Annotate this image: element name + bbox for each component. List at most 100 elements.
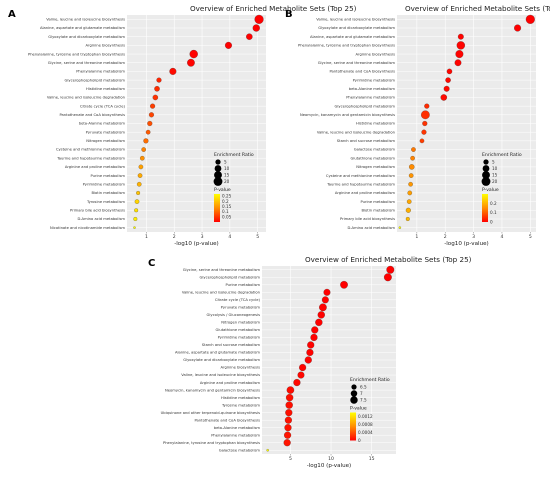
x-tick-label: 5: [256, 234, 259, 240]
data-point: [284, 416, 292, 424]
size-legend-value: 5: [492, 160, 495, 165]
x-tick-label: 10: [328, 456, 334, 462]
x-axis-label: -log10 (p-value): [174, 241, 219, 247]
data-point: [340, 280, 348, 289]
y-tick-label: Phenylalanine metabolism: [76, 70, 125, 74]
data-point: [143, 138, 149, 144]
x-axis-label: -log10 (p-value): [444, 241, 489, 247]
data-point: [136, 181, 142, 187]
y-tick-label: beta-Alanine metabolism: [214, 426, 261, 430]
y-tick-label: beta-Alanine metabolism: [79, 122, 126, 126]
size-legend-dot: [351, 384, 357, 390]
color-legend-tick: 0.1: [490, 210, 497, 215]
y-tick-label: Histidine metabolism: [356, 122, 395, 126]
y-tick-label: Valine, leucine and isoleucine biosynthe…: [181, 373, 260, 377]
color-legend-tick: 0.2: [222, 199, 229, 204]
y-tick-label: Glutathione metabolism: [351, 156, 396, 160]
y-tick-label: Pantothenate and CoA biosynthesis: [59, 113, 125, 117]
y-tick-label: Valine, leucine and isoleucine biosynthe…: [316, 18, 395, 22]
y-tick-label: Glycolysis / Gluconeogenesis: [207, 313, 261, 317]
data-point: [323, 288, 331, 296]
data-point: [383, 273, 392, 282]
data-point: [411, 147, 416, 152]
y-tick-label: Citrate cycle (TCA cycle): [215, 298, 261, 302]
color-legend-tick: 0.15: [222, 204, 232, 209]
data-point: [154, 86, 160, 92]
data-point: [443, 85, 450, 92]
size-legend-dot: [483, 159, 489, 165]
size-legend-value: 20: [492, 179, 498, 184]
y-tick-label: Arginine biosynthesis: [356, 52, 396, 56]
x-axis-label: -log10 (p-value): [307, 463, 352, 469]
data-point: [311, 326, 319, 334]
data-point: [266, 449, 269, 452]
y-tick-label: Glycine, serine and threonine metabolism: [48, 61, 126, 65]
y-tick-label: Galactose metabolism: [354, 148, 396, 152]
y-tick-label: Primary bile acid biosynthesis: [70, 209, 125, 213]
y-tick-label: Nitrogen metabolism: [356, 165, 395, 169]
data-point: [406, 199, 412, 204]
size-legend-value: 15: [492, 173, 498, 178]
data-point: [156, 77, 162, 83]
y-tick-label: Phenylalanine metabolism: [211, 433, 260, 437]
size-legend-value: 10: [224, 166, 230, 171]
data-point: [410, 155, 415, 161]
y-tick-label: Citrate cycle (TCA cycle): [80, 104, 126, 108]
data-point: [319, 303, 327, 312]
data-point: [445, 77, 451, 83]
x-tick-label: 4: [228, 234, 231, 240]
y-tick-label: Arginine biosynthesis: [221, 366, 261, 370]
data-point: [285, 401, 293, 409]
size-legend-value: 10: [492, 166, 498, 171]
y-tick-label: Valine, leucine and isoleucine degradati…: [317, 130, 396, 134]
y-tick-label: beta-Alanine metabolism: [349, 87, 396, 91]
y-tick-label: Pyrimidine metabolism: [353, 78, 396, 82]
y-tick-label: Tyrosine metabolism: [86, 200, 125, 204]
data-point: [138, 164, 144, 170]
data-point: [134, 199, 140, 204]
y-tick-label: Valine, leucine and isoleucine biosynthe…: [46, 18, 125, 22]
y-tick-label: Taurine and hypotaurine metabolism: [326, 182, 395, 186]
data-point: [137, 173, 143, 178]
x-tick-label: 3: [201, 234, 204, 240]
y-tick-label: Glycerophospholipid metabolism: [200, 275, 261, 279]
data-point: [284, 431, 292, 439]
x-tick-label: 1: [415, 234, 418, 240]
y-tick-label: Arginine biosynthesis: [86, 44, 126, 48]
color-legend-tick: 0: [490, 220, 493, 225]
data-point: [134, 208, 139, 213]
color-bar: [350, 412, 356, 441]
size-legend-value: 15: [224, 173, 230, 178]
y-tick-label: Glycine, serine and threonine metabolism: [318, 61, 396, 65]
y-tick-label: Purine metabolism: [360, 200, 395, 204]
y-tick-label: Purine metabolism: [90, 174, 125, 178]
x-tick-label: 3: [472, 234, 475, 240]
y-tick-label: Nitrogen metabolism: [86, 139, 125, 143]
data-point: [456, 41, 465, 50]
data-point: [246, 33, 253, 40]
y-tick-label: Nitrogen metabolism: [221, 321, 260, 325]
y-tick-label: Glyoxylate and dicarboxylate metabolism: [318, 26, 395, 30]
data-point: [306, 348, 314, 357]
y-tick-label: Phenylalanine, tyrosine and tryptophan b…: [28, 52, 125, 56]
data-point: [321, 296, 329, 304]
data-point: [297, 371, 305, 379]
data-point: [455, 50, 464, 59]
data-point: [285, 393, 294, 402]
data-point: [408, 181, 413, 187]
data-point: [136, 190, 141, 195]
data-point: [422, 120, 428, 127]
x-tick-label: 2: [444, 234, 447, 240]
y-tick-label: Cysteine and methionine metabolism: [326, 174, 396, 178]
y-tick-label: Glyoxylate and dicarboxylate metabolism: [183, 358, 260, 362]
y-tick-label: Starch and sucrose metabolism: [337, 139, 396, 143]
data-point: [152, 94, 159, 101]
data-point: [187, 58, 195, 67]
size-legend-dot: [482, 165, 490, 172]
y-tick-label: Arginine and proline metabolism: [65, 165, 126, 169]
data-point: [148, 112, 155, 118]
panel-label-b: B: [285, 9, 293, 20]
y-tick-label: Valine, leucine and isoleucine degradati…: [182, 291, 261, 295]
y-tick-label: Phenylalanine, tyrosine and tryptophan b…: [163, 441, 260, 445]
